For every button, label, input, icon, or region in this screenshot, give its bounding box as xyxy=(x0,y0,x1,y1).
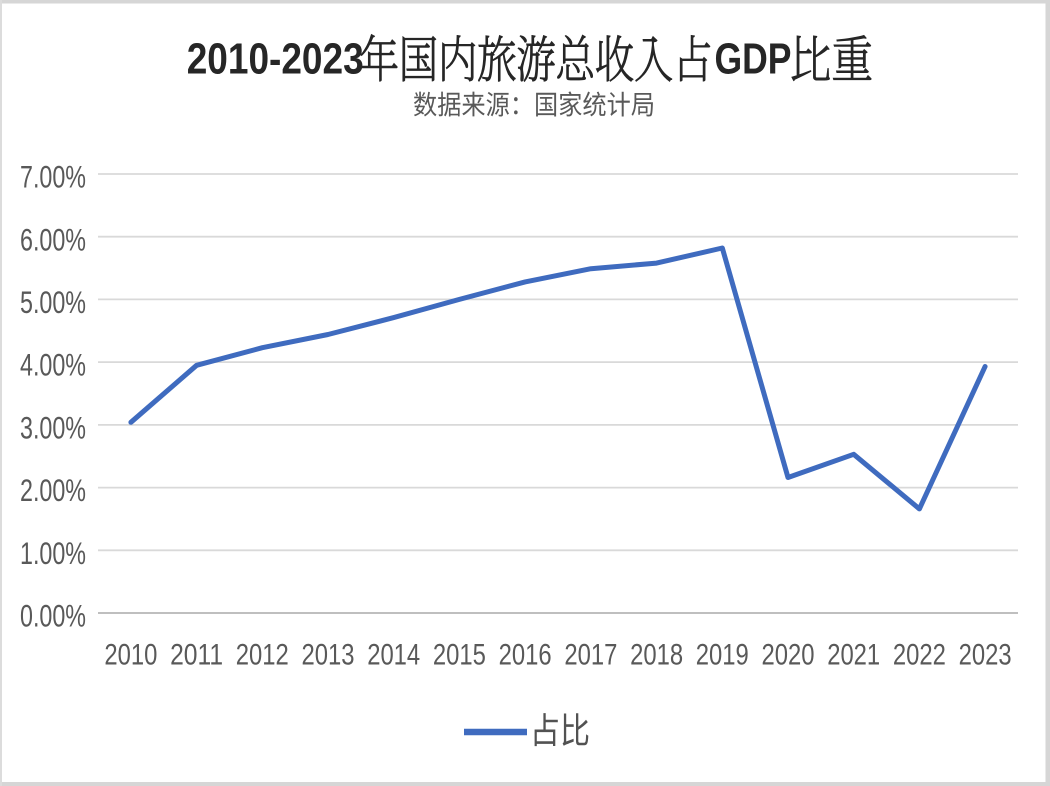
svg-text:2010: 2010 xyxy=(104,639,157,672)
svg-text:4.00%: 4.00% xyxy=(20,347,86,383)
svg-text:2019: 2019 xyxy=(696,639,749,672)
svg-text:7.00%: 7.00% xyxy=(20,159,86,195)
svg-text:2023: 2023 xyxy=(959,639,1012,672)
svg-text:2016: 2016 xyxy=(499,639,552,672)
svg-text:2010-2023: 2010-2023 xyxy=(187,36,364,84)
svg-text:2021: 2021 xyxy=(827,639,880,672)
svg-text:2012: 2012 xyxy=(236,639,289,672)
svg-text:2014: 2014 xyxy=(367,639,420,672)
svg-text:2018: 2018 xyxy=(630,639,683,672)
svg-text:2017: 2017 xyxy=(564,639,617,672)
svg-text:6.00%: 6.00% xyxy=(20,221,86,257)
svg-text:3.00%: 3.00% xyxy=(20,410,86,446)
svg-text:5.00%: 5.00% xyxy=(20,284,86,320)
svg-text:0.00%: 0.00% xyxy=(20,598,86,634)
svg-text:1.00%: 1.00% xyxy=(20,535,86,571)
svg-text:2013: 2013 xyxy=(302,639,355,672)
svg-text:2020: 2020 xyxy=(762,639,815,672)
svg-text:2.00%: 2.00% xyxy=(20,472,86,508)
svg-text:2011: 2011 xyxy=(170,639,223,672)
svg-text:2015: 2015 xyxy=(433,639,486,672)
svg-text:2022: 2022 xyxy=(893,639,946,672)
svg-text:GDP: GDP xyxy=(715,36,792,84)
